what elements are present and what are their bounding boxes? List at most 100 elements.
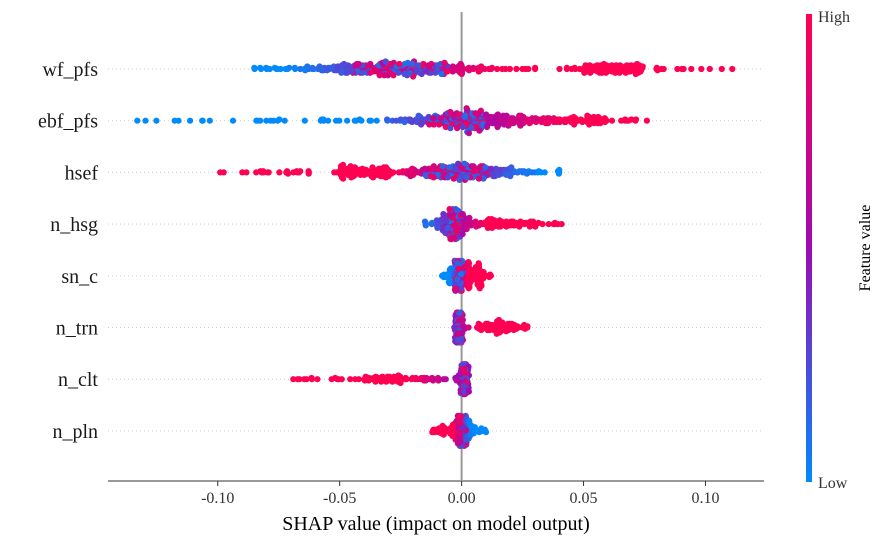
shap-point-n-hsg (503, 223, 510, 230)
shap-point-sn-c (446, 280, 453, 287)
shap-point-wf-pfs (698, 65, 705, 73)
shap-point-n-clt (465, 388, 472, 395)
shap-point-hsef (340, 175, 347, 182)
shap-point-ebf-pfs (430, 115, 437, 122)
shap-point-ebf-pfs (465, 130, 472, 137)
shap-point-ebf-pfs (643, 117, 651, 124)
shap-point-n-clt (453, 377, 460, 384)
shap-point-wf-pfs (413, 68, 420, 75)
shap-point-wf-pfs (346, 63, 353, 70)
shap-point-ebf-pfs (418, 121, 425, 128)
beeswarm-points (134, 58, 736, 449)
shap-point-ebf-pfs (318, 116, 325, 123)
shap-point-hsef (382, 174, 389, 181)
shap-point-wf-pfs (381, 72, 388, 79)
shap-point-n-clt (460, 382, 467, 389)
shap-point-sn-c (448, 265, 455, 272)
shap-point-wf-pfs (382, 58, 389, 65)
shap-point-hsef (347, 163, 354, 170)
shap-point-hsef (421, 165, 428, 172)
shap-point-ebf-pfs (426, 121, 433, 128)
shap-point-hsef (293, 168, 300, 175)
shap-point-sn-c (458, 271, 465, 278)
shap-point-ebf-pfs (517, 121, 525, 128)
shap-point-wf-pfs (387, 60, 394, 68)
shap-point-n-trn (451, 324, 458, 331)
shap-point-hsef (427, 173, 434, 180)
shap-point-n-trn (478, 325, 485, 332)
shap-point-n-trn (508, 320, 515, 327)
shap-point-n-hsg (446, 206, 453, 213)
shap-point-n-hsg (444, 224, 451, 231)
shap-point-hsef (502, 166, 509, 173)
shap-point-n-clt (440, 376, 447, 383)
shap-point-n-hsg (558, 221, 565, 228)
shap-point-ebf-pfs (500, 112, 507, 119)
shap-point-wf-pfs (271, 64, 278, 71)
shap-point-n-hsg (551, 219, 559, 226)
shap-point-ebf-pfs (513, 116, 520, 123)
shap-point-n-trn (454, 330, 462, 337)
shap-point-wf-pfs (614, 63, 622, 70)
shap-point-n-trn (465, 324, 472, 331)
shap-point-hsef (468, 163, 475, 170)
shap-point-ebf-pfs (462, 112, 469, 119)
shap-point-n-hsg (453, 228, 460, 235)
shap-point-ebf-pfs (456, 111, 463, 118)
feature-label-ebf-pfs: ebf_pfs (38, 111, 98, 133)
shap-point-n-trn (456, 310, 463, 317)
shap-point-sn-c (465, 259, 472, 266)
shap-point-n-clt (290, 376, 297, 383)
shap-point-wf-pfs (315, 64, 323, 71)
shap-point-hsef (337, 168, 344, 175)
shap-point-wf-pfs (475, 68, 482, 75)
shap-point-wf-pfs (423, 68, 430, 75)
shap-point-ebf-pfs (561, 118, 568, 126)
shap-point-hsef (357, 171, 364, 178)
x-tick-label: -0.05 (323, 490, 356, 507)
shap-point-hsef (239, 169, 246, 176)
shap-point-hsef (450, 175, 457, 182)
shap-point-n-pln (463, 436, 470, 443)
shap-point-wf-pfs (409, 60, 416, 68)
shap-point-ebf-pfs (447, 125, 454, 132)
shap-point-ebf-pfs (281, 117, 288, 124)
shap-point-wf-pfs (729, 65, 736, 73)
shap-point-n-clt (389, 378, 396, 385)
shap-point-ebf-pfs (270, 117, 277, 124)
feature-label-n-hsg: n_hsg (50, 214, 98, 236)
shap-point-wf-pfs (251, 64, 258, 71)
shap-point-n-clt (460, 365, 467, 372)
feature-label-sn-c: sn_c (61, 266, 98, 288)
shap-point-wf-pfs (563, 64, 571, 71)
shap-point-ebf-pfs (301, 117, 308, 124)
shap-point-hsef (490, 173, 497, 180)
shap-point-ebf-pfs (384, 116, 391, 123)
shap-point-hsef (370, 174, 377, 181)
shap-point-wf-pfs (608, 68, 616, 75)
shap-point-n-hsg (467, 222, 474, 229)
shap-point-ebf-pfs (579, 118, 586, 126)
shap-point-n-trn (510, 326, 517, 334)
shap-point-wf-pfs (499, 65, 506, 73)
shap-point-ebf-pfs (590, 113, 597, 121)
shap-point-wf-pfs (286, 64, 293, 71)
shap-point-ebf-pfs (153, 117, 160, 124)
shap-point-wf-pfs (608, 62, 615, 69)
shap-point-n-hsg (526, 219, 533, 226)
shap-point-n-clt (430, 377, 437, 384)
shap-point-ebf-pfs (351, 117, 358, 124)
shap-point-ebf-pfs (356, 116, 363, 123)
shap-point-n-pln (466, 417, 473, 424)
shap-point-n-clt (352, 376, 359, 383)
shap-point-hsef (534, 169, 541, 176)
shap-point-wf-pfs (263, 64, 270, 71)
shap-point-wf-pfs (494, 65, 501, 73)
shap-point-wf-pfs (458, 70, 465, 78)
shap-point-hsef (350, 173, 357, 180)
shap-point-sn-c (453, 285, 460, 293)
colorbar-title: Feature value (857, 205, 874, 292)
shap-point-ebf-pfs (229, 117, 237, 124)
shap-point-wf-pfs (680, 65, 687, 73)
shap-point-n-trn (459, 323, 466, 330)
